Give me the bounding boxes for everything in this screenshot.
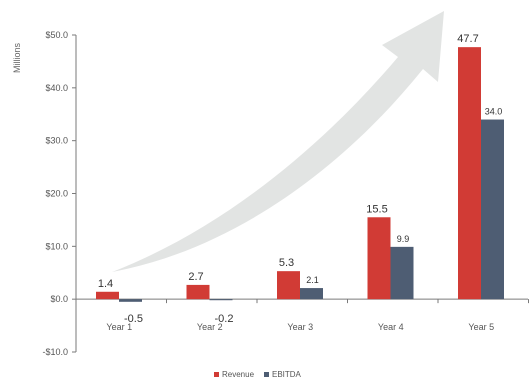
y-axis-title: Millions	[12, 43, 22, 74]
legend-swatch-ebitda	[264, 372, 269, 377]
ebitda-data-label: -0.2	[215, 313, 234, 325]
x-category-label: Year 1	[106, 322, 132, 332]
ebitda-bar	[119, 299, 142, 302]
x-category-label: Year 5	[468, 322, 494, 332]
ebitda-data-label: 9.9	[397, 234, 410, 244]
x-category-label: Year 2	[197, 322, 223, 332]
y-tick-label: $40.0	[45, 83, 68, 93]
revenue-bar	[367, 217, 391, 300]
ebitda-bar	[390, 246, 414, 300]
revenue-data-label: 5.3	[279, 257, 294, 269]
legend-swatch-revenue	[214, 372, 219, 377]
ebitda-data-label: 34.0	[485, 107, 503, 117]
y-tick-label: -$10.0	[42, 347, 68, 357]
ebitda-data-label: 2.1	[306, 275, 319, 285]
ebitda-data-label: -0.5	[124, 313, 143, 325]
y-tick-label: $30.0	[45, 136, 68, 146]
legend-label-ebitda: EBITDA	[272, 370, 302, 379]
legend-label-revenue: Revenue	[222, 370, 255, 379]
revenue-bar	[96, 291, 119, 300]
revenue-bar	[458, 47, 481, 300]
revenue-bar	[277, 271, 300, 300]
revenue-bar	[186, 284, 210, 300]
x-category-label: Year 3	[287, 322, 313, 332]
revenue-data-label: 1.4	[98, 278, 113, 290]
y-tick-label: $50.0	[45, 30, 68, 40]
revenue-data-label: 2.7	[188, 271, 203, 283]
y-tick-label: $10.0	[45, 241, 68, 251]
y-tick-label: $0.0	[50, 294, 68, 304]
revenue-data-label: 15.5	[366, 203, 387, 215]
growth-arrow-decoration	[112, 11, 444, 272]
y-tick-label: $20.0	[45, 189, 68, 199]
ebitda-bar	[209, 299, 233, 301]
revenue-data-label: 47.7	[457, 33, 478, 45]
x-category-label: Year 4	[378, 322, 404, 332]
ebitda-bar	[481, 119, 504, 300]
ebitda-bar	[300, 288, 323, 300]
